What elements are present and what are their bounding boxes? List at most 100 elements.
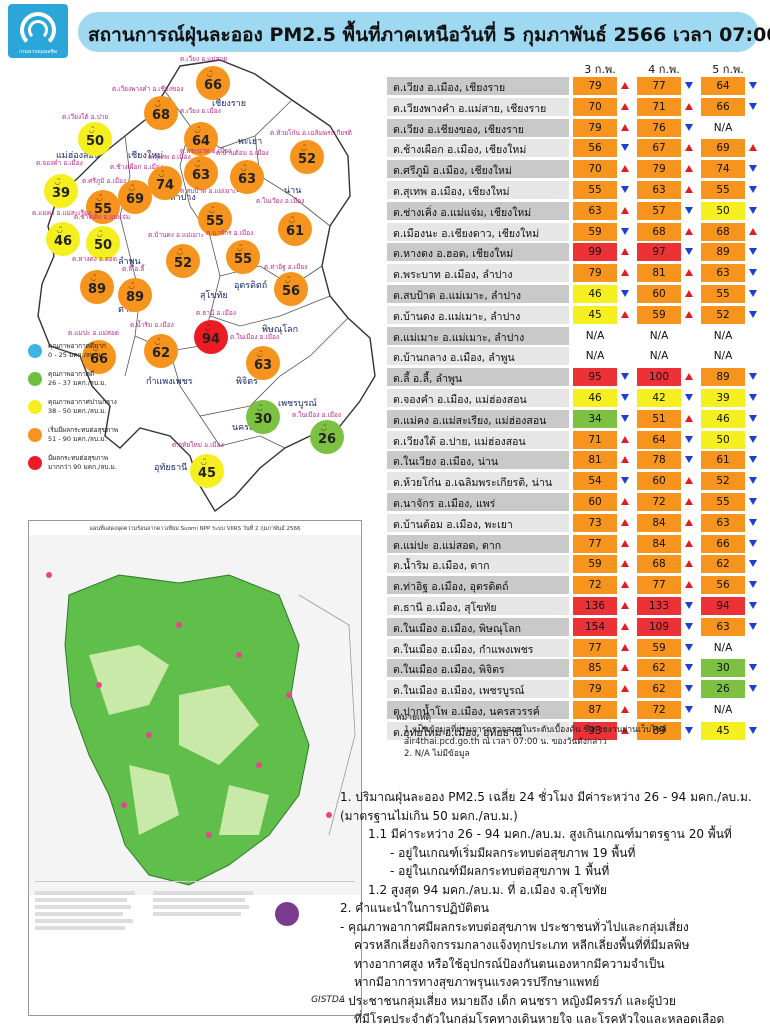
pm25-value-cell: N/A [713,641,733,654]
pm25-value-cell: 39 [701,388,745,407]
pm25-value-cell: 63 [701,617,745,636]
trend-up-icon [749,144,757,152]
station-label: ต.หางดง อ.ฮอด [72,255,117,263]
trend-up-icon [685,414,693,422]
trend-up-icon [685,560,693,568]
pm25-value-cell: 74 [701,160,745,179]
trend-up-icon [621,643,629,651]
pm25-value-cell: 72 [573,576,617,595]
pm25-value-cell: 57 [637,201,681,220]
pm25-station-table: 3 ก.พ. 4 ก.พ. 5 ก.พ. ต.เวียง อ.เมือง, เช… [387,58,764,742]
station-name: ต.ลี้ อ.ลี้, ลำพูน [387,368,569,387]
trend-up-icon [621,248,629,256]
station-label: ต.ในเวียง อ.เมือง [256,197,305,205]
pm25-value-cell: 42 [637,388,681,407]
table-row: ต.หางดง อ.ฮอด, เชียงใหม่ 99 97 89 [387,242,764,263]
page-title: สถานการณ์ฝุ่นละออง PM2.5 พื้นที่ภาคเหนือ… [78,12,770,52]
table-row: ต.บ้านดง อ.แม่เมาะ, ลำปาง 45 59 52 [387,305,764,326]
station-name: ต.เวียง อ.เมือง, เชียงราย [387,77,569,95]
pm25-value-cell: N/A [713,329,733,342]
trend-down-icon [685,123,693,131]
station-name: ต.เวียง อ.เชียงของ, เชียงราย [387,118,569,137]
station-label: ต.ในเมือง อ.เมือง [292,411,342,419]
pm25-bubble: ◡̈ 55 [86,190,120,224]
trend-down-icon [685,393,693,401]
pm25-value-cell: 84 [637,513,681,532]
trend-up-icon [685,497,693,505]
trend-down-icon [685,435,693,443]
trend-up-icon [621,102,629,110]
pm25-value-cell: 66 [701,97,745,116]
table-row: ต.ช่างเคิ่ง อ.แม่แจ่ม, เชียงใหม่ 63 57 50 [387,201,764,222]
remarks-line: 2. N/A ไม่มีข้อมูล [404,749,470,759]
trend-up-icon [621,705,629,713]
pm25-value-cell: 97 [637,243,681,262]
pm25-value-cell: 56 [573,139,617,158]
pm25-value-cell: 81 [573,451,617,470]
pm25-value-cell: 93 [573,721,617,740]
pm25-value-cell: 34 [573,409,617,428]
trend-down-icon [685,456,693,464]
province-label: เชียงราย [212,99,247,109]
pm25-value-cell: 81 [637,264,681,283]
pm25-value-cell: 79 [637,160,681,179]
pm25-value-cell: 26 [701,680,745,699]
pm25-bubble: ◡̈ 64 [184,122,218,156]
pm25-value-cell: 59 [573,222,617,241]
pm25-value-cell: 79 [573,77,617,95]
pm25-value-cell: 59 [637,638,681,657]
table-row: ต.จองคำ อ.เมือง, แม่ฮ่องสอน 46 42 39 [387,388,764,409]
table-row: ต.สุเทพ อ.เมือง, เชียงใหม่ 55 63 55 [387,180,764,201]
pm25-value-cell: 54 [573,472,617,491]
pm25-value-cell: 63 [573,201,617,220]
pm25-bubble: ◡̈ 94 [194,320,228,354]
pm25-value-cell: N/A [713,703,733,716]
pm25-value-cell: 55 [701,284,745,303]
trend-up-icon [749,227,757,235]
trend-down-icon [685,206,693,214]
station-name: ต.นาจักร อ.เมือง, แพร่ [387,492,569,511]
pm25-bubble: ◡̈ 56 [274,272,308,306]
pm25-value-cell: 60 [637,284,681,303]
table-row: ต.เมืองนะ อ.เชียงดาว, เชียงใหม่ 59 68 68 [387,222,764,243]
station-label: ต.น้ำริม อ.เมือง [130,321,174,329]
summary-line: 1.2 สูงสุด 94 มคก./ลบ.ม. ที่ อ.เมือง จ.ส… [368,882,607,897]
station-label: ต.ท่าอิฐ อ.เมือง [264,263,308,271]
pm25-value-cell: 84 [637,534,681,553]
trend-down-icon [749,581,757,589]
pm25-value-cell: 72 [637,700,681,719]
pm25-bubble: ◡̈ 55 [198,202,232,236]
trend-up-icon [685,144,693,152]
trend-down-icon [749,622,757,630]
trend-up-icon [685,310,693,318]
pm25-value-cell: 100 [637,368,681,387]
trend-down-icon [621,227,629,235]
station-label: ต.อุทัยใหม่ อ.เมือง [172,441,224,449]
pm25-value-cell: 77 [573,534,617,553]
column-header: 5 ก.พ. [712,63,744,76]
pm25-value-cell: 133 [637,596,681,615]
trend-down-icon [749,477,757,485]
legend-item: คุณภาพอากาศปานกลาง 38 - 50 มคก./ลบ.ม. [28,396,138,424]
trend-up-icon [685,518,693,526]
pm25-bubble: ◡̈ 61 [278,212,312,246]
pm25-bubble: ◡̈ 63 [184,156,218,190]
summary-line: 1.1 มีค่าระหว่าง 26 - 94 มคก./ลบ.ม. สูงเ… [368,827,732,841]
station-name: ต.หางดง อ.ฮอด, เชียงใหม่ [387,243,569,262]
pm25-bubble: ◡̈ 66 [82,340,116,374]
pm25-value-cell: 87 [573,700,617,719]
station-name: ต.แม่เมาะ อ.แม่เมาะ, ลำปาง [387,326,569,345]
trend-down-icon [685,82,693,89]
table-row: ต.ลี้ อ.ลี้, ลำพูน 95 100 89 [387,367,764,388]
station-name: ต.บ้านดง อ.แม่เมาะ, ลำปาง [387,305,569,324]
trend-up-icon [621,601,629,609]
trend-down-icon [685,601,693,609]
province-label: พิษณุโลก [262,325,299,335]
pm25-value-cell: 55 [701,492,745,511]
trend-down-icon [621,477,629,485]
summary-text: 1. ปริมาณฝุ่นละออง PM2.5 เฉลี่ย 24 ชั่วโ… [340,788,765,1024]
pm25-value-cell: 77 [573,638,617,657]
pm25-value-cell: 73 [573,513,617,532]
station-name: ต.จองคำ อ.เมือง, แม่ฮ่องสอน [387,388,569,407]
hotspot-summary-left [35,888,145,933]
